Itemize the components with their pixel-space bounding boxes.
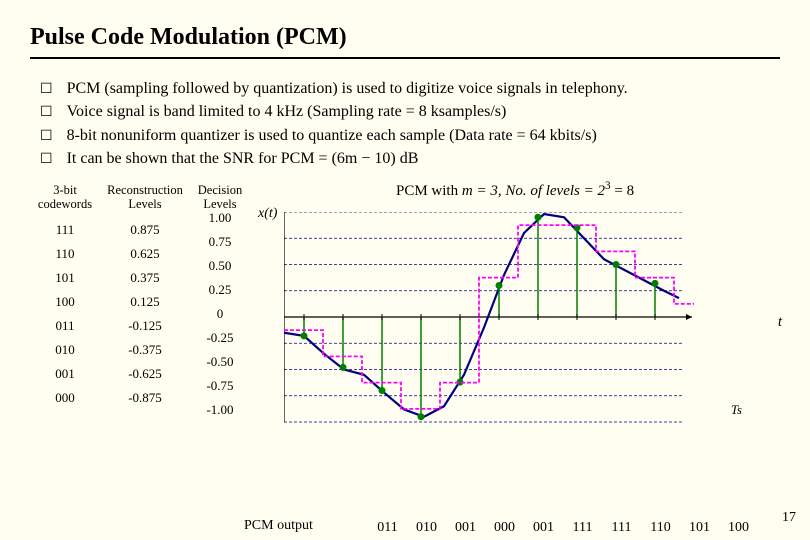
pcm-code: 000: [485, 520, 524, 536]
decision-cell: 0.50: [190, 254, 250, 278]
pcm-output-label: PCM output: [244, 518, 313, 534]
recon-cell: -0.875: [100, 386, 190, 410]
recon-cell: 0.375: [100, 266, 190, 290]
pcm-code: 111: [602, 520, 641, 536]
decision-cell: -0.50: [190, 350, 250, 374]
code-cell: 101: [30, 266, 100, 290]
pcm-diagram: 3-bit codewords Reconstruction Levels De…: [30, 184, 780, 434]
code-cell: 000: [30, 386, 100, 410]
pcm-code: 011: [368, 520, 407, 536]
bullet-item: Voice signal is band limited to 4 kHz (S…: [40, 100, 780, 123]
pcm-code: 010: [407, 520, 446, 536]
pcm-output-codes: 011 010 001 000 001 111 111 110 101 100: [368, 520, 758, 536]
decision-cell: -0.75: [190, 374, 250, 398]
ts-label: Ts: [731, 402, 742, 418]
decision-cell: 0.75: [190, 230, 250, 254]
chart-title: PCM with m = 3, No. of levels = 23 = 8: [396, 180, 634, 200]
col-header-codewords: 3-bit codewords: [30, 184, 100, 218]
col-header-recon: Reconstruction Levels: [100, 184, 190, 218]
recon-cell: -0.625: [100, 362, 190, 386]
xt-label: x(t): [258, 206, 277, 222]
decision-cell: 1.00: [190, 206, 250, 230]
chart-area: PCM with m = 3, No. of levels = 23 = 8 x…: [256, 184, 780, 434]
bullet-item: PCM (sampling followed by quantization) …: [40, 77, 780, 100]
recon-cell: -0.125: [100, 314, 190, 338]
pcm-code: 001: [446, 520, 485, 536]
decision-cell: 0.25: [190, 278, 250, 302]
recon-cell: 0.875: [100, 218, 190, 242]
code-cell: 100: [30, 290, 100, 314]
recon-cell: 0.125: [100, 290, 190, 314]
slide-title: Pulse Code Modulation (PCM): [30, 24, 780, 59]
pcm-code: 111: [563, 520, 602, 536]
code-cell: 010: [30, 338, 100, 362]
decision-cell: -0.25: [190, 326, 250, 350]
chart-svg: [284, 212, 694, 426]
t-axis-label: t: [778, 314, 782, 331]
recon-cell: -0.375: [100, 338, 190, 362]
pcm-code: 101: [680, 520, 719, 536]
bullet-list: PCM (sampling followed by quantization) …: [30, 77, 780, 170]
bullet-item: It can be shown that the SNR for PCM = (…: [40, 147, 780, 170]
code-cell: 110: [30, 242, 100, 266]
page-number: 17: [782, 510, 796, 526]
decision-cell: 0: [190, 302, 250, 326]
bullet-item: 8-bit nonuniform quantizer is used to qu…: [40, 124, 780, 147]
recon-cell: 0.625: [100, 242, 190, 266]
code-cell: 001: [30, 362, 100, 386]
decision-cell: -1.00: [190, 398, 250, 422]
pcm-code: 001: [524, 520, 563, 536]
code-cell: 111: [30, 218, 100, 242]
pcm-code: 100: [719, 520, 758, 536]
levels-table: 3-bit codewords Reconstruction Levels De…: [30, 184, 250, 434]
code-cell: 011: [30, 314, 100, 338]
pcm-code: 110: [641, 520, 680, 536]
